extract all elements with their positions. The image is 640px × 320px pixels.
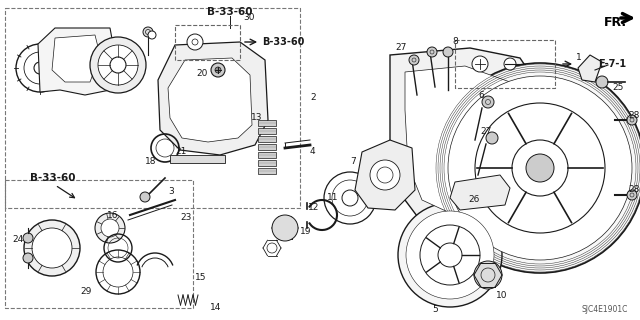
Text: 3: 3 bbox=[168, 188, 173, 196]
Text: SJC4E1901C: SJC4E1901C bbox=[582, 306, 628, 315]
Circle shape bbox=[406, 211, 494, 299]
Text: 5: 5 bbox=[432, 306, 438, 315]
Circle shape bbox=[504, 58, 516, 70]
Bar bbox=[258, 144, 276, 150]
Text: 26: 26 bbox=[468, 196, 479, 204]
Circle shape bbox=[443, 47, 453, 57]
Polygon shape bbox=[405, 66, 530, 216]
Text: 28: 28 bbox=[628, 186, 639, 195]
Bar bbox=[258, 152, 276, 158]
Text: 4: 4 bbox=[310, 148, 316, 156]
Circle shape bbox=[95, 213, 125, 243]
Bar bbox=[258, 160, 276, 166]
Bar bbox=[5, 8, 300, 208]
Polygon shape bbox=[578, 55, 602, 82]
Text: E-7-1: E-7-1 bbox=[598, 59, 626, 69]
Circle shape bbox=[98, 45, 138, 85]
Circle shape bbox=[409, 55, 419, 65]
Circle shape bbox=[272, 215, 298, 241]
Circle shape bbox=[187, 34, 203, 50]
Circle shape bbox=[140, 192, 150, 202]
Text: 16: 16 bbox=[106, 211, 118, 220]
Text: B-33-60: B-33-60 bbox=[207, 7, 253, 17]
Text: 29: 29 bbox=[80, 287, 92, 297]
Text: B-33-60: B-33-60 bbox=[262, 37, 305, 47]
Bar bbox=[258, 120, 276, 126]
Circle shape bbox=[435, 63, 640, 273]
Bar bbox=[258, 128, 276, 134]
Circle shape bbox=[448, 76, 632, 260]
Polygon shape bbox=[158, 42, 268, 155]
Polygon shape bbox=[355, 140, 415, 210]
Text: 19: 19 bbox=[300, 228, 312, 236]
Circle shape bbox=[23, 233, 33, 243]
Text: 2: 2 bbox=[310, 93, 316, 102]
Circle shape bbox=[427, 47, 437, 57]
Text: 10: 10 bbox=[496, 291, 508, 300]
Circle shape bbox=[526, 154, 554, 182]
Polygon shape bbox=[450, 175, 510, 210]
Circle shape bbox=[32, 228, 72, 268]
Circle shape bbox=[148, 31, 156, 39]
Text: 7: 7 bbox=[350, 157, 356, 166]
Circle shape bbox=[627, 190, 637, 200]
Bar bbox=[258, 136, 276, 142]
Circle shape bbox=[23, 253, 33, 263]
Text: 8: 8 bbox=[452, 37, 458, 46]
Text: 28: 28 bbox=[628, 110, 639, 119]
Text: 20: 20 bbox=[196, 68, 207, 77]
Polygon shape bbox=[52, 35, 100, 82]
Bar bbox=[258, 168, 276, 174]
Circle shape bbox=[211, 63, 225, 77]
Text: 27: 27 bbox=[395, 44, 406, 52]
Text: 27: 27 bbox=[480, 127, 492, 137]
Text: 18: 18 bbox=[145, 157, 157, 166]
Text: 6: 6 bbox=[478, 91, 484, 100]
Circle shape bbox=[486, 132, 498, 144]
Circle shape bbox=[370, 160, 400, 190]
Polygon shape bbox=[168, 58, 252, 142]
Bar bbox=[455, 40, 555, 88]
Text: FR.: FR. bbox=[604, 15, 627, 28]
Text: 12: 12 bbox=[308, 204, 319, 212]
Circle shape bbox=[24, 220, 80, 276]
Circle shape bbox=[472, 56, 488, 72]
Text: 15: 15 bbox=[195, 274, 207, 283]
Bar bbox=[175, 25, 240, 60]
Bar bbox=[170, 155, 225, 163]
Circle shape bbox=[215, 67, 221, 73]
Circle shape bbox=[482, 96, 494, 108]
Text: 23: 23 bbox=[180, 213, 191, 222]
Text: 13: 13 bbox=[250, 114, 262, 123]
Circle shape bbox=[398, 203, 502, 307]
Circle shape bbox=[90, 37, 146, 93]
Text: B-33-60: B-33-60 bbox=[30, 173, 76, 183]
Circle shape bbox=[101, 219, 119, 237]
Bar bbox=[5, 180, 193, 308]
Text: 21: 21 bbox=[175, 148, 186, 156]
Circle shape bbox=[143, 27, 153, 37]
Polygon shape bbox=[38, 28, 115, 95]
Circle shape bbox=[627, 115, 637, 125]
Circle shape bbox=[474, 261, 502, 289]
Text: 30: 30 bbox=[243, 13, 255, 22]
Text: 14: 14 bbox=[210, 303, 221, 313]
Text: 1: 1 bbox=[576, 53, 582, 62]
Text: 11: 11 bbox=[326, 194, 338, 203]
Circle shape bbox=[596, 76, 608, 88]
Text: 24: 24 bbox=[12, 236, 23, 244]
Polygon shape bbox=[390, 48, 548, 238]
Text: 25: 25 bbox=[612, 84, 623, 92]
